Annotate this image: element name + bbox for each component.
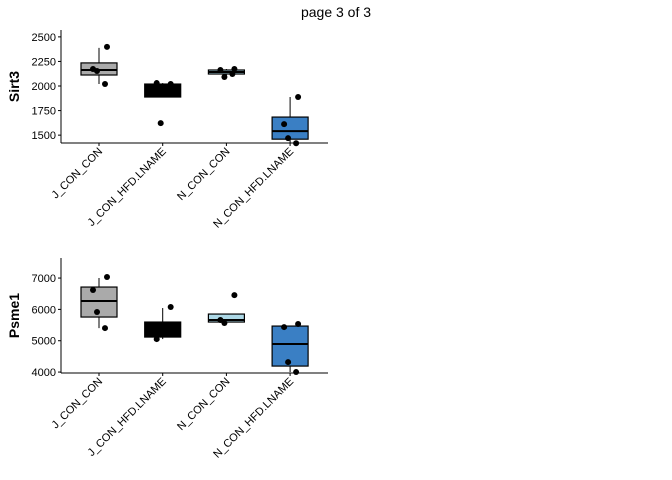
x-tick-label: N_CON_CON bbox=[175, 376, 232, 433]
data-point bbox=[295, 94, 302, 101]
y-tick-label: 1500 bbox=[32, 130, 56, 142]
y-tick-label: 1750 bbox=[32, 106, 56, 118]
data-point bbox=[167, 304, 174, 311]
y-tick-label: 4000 bbox=[32, 367, 56, 379]
x-tick-label: N_CON_CON bbox=[175, 146, 232, 203]
data-point bbox=[167, 81, 174, 88]
data-point bbox=[90, 287, 96, 294]
box bbox=[271, 116, 309, 140]
data-point bbox=[217, 66, 224, 73]
x-tick-label: J_CON_CON bbox=[50, 146, 106, 202]
data-point bbox=[229, 71, 236, 78]
data-point bbox=[94, 309, 100, 316]
y-axis-label: Sirt3 bbox=[6, 71, 22, 102]
data-point bbox=[293, 140, 300, 147]
page-title: page 3 of 3 bbox=[301, 4, 371, 20]
y-tick-label: 5000 bbox=[32, 336, 56, 348]
y-tick-label: 2000 bbox=[32, 81, 56, 93]
data-point bbox=[231, 66, 238, 73]
y-tick-label: 2250 bbox=[32, 56, 56, 68]
data-point bbox=[157, 120, 164, 127]
data-point bbox=[295, 321, 302, 328]
y-tick-label: 7000 bbox=[32, 273, 56, 285]
data-point bbox=[221, 73, 228, 80]
data-point bbox=[153, 336, 160, 343]
data-point bbox=[281, 121, 288, 128]
data-point bbox=[102, 325, 108, 332]
data-point bbox=[281, 324, 288, 331]
box bbox=[271, 325, 309, 367]
x-tick-label: J_CON_CON bbox=[50, 376, 106, 432]
box bbox=[144, 321, 182, 338]
data-point bbox=[104, 274, 110, 281]
data-point bbox=[153, 80, 160, 87]
data-point bbox=[102, 81, 108, 88]
y-axis-label: Psme1 bbox=[6, 293, 22, 338]
data-point bbox=[104, 43, 110, 50]
data-point bbox=[94, 67, 100, 74]
data-point bbox=[285, 135, 292, 142]
y-tick-label: 6000 bbox=[32, 304, 56, 316]
data-point bbox=[231, 292, 238, 299]
y-tick-label: 2500 bbox=[32, 32, 56, 44]
data-point bbox=[285, 359, 292, 366]
data-point bbox=[293, 369, 300, 376]
data-point bbox=[221, 320, 228, 327]
